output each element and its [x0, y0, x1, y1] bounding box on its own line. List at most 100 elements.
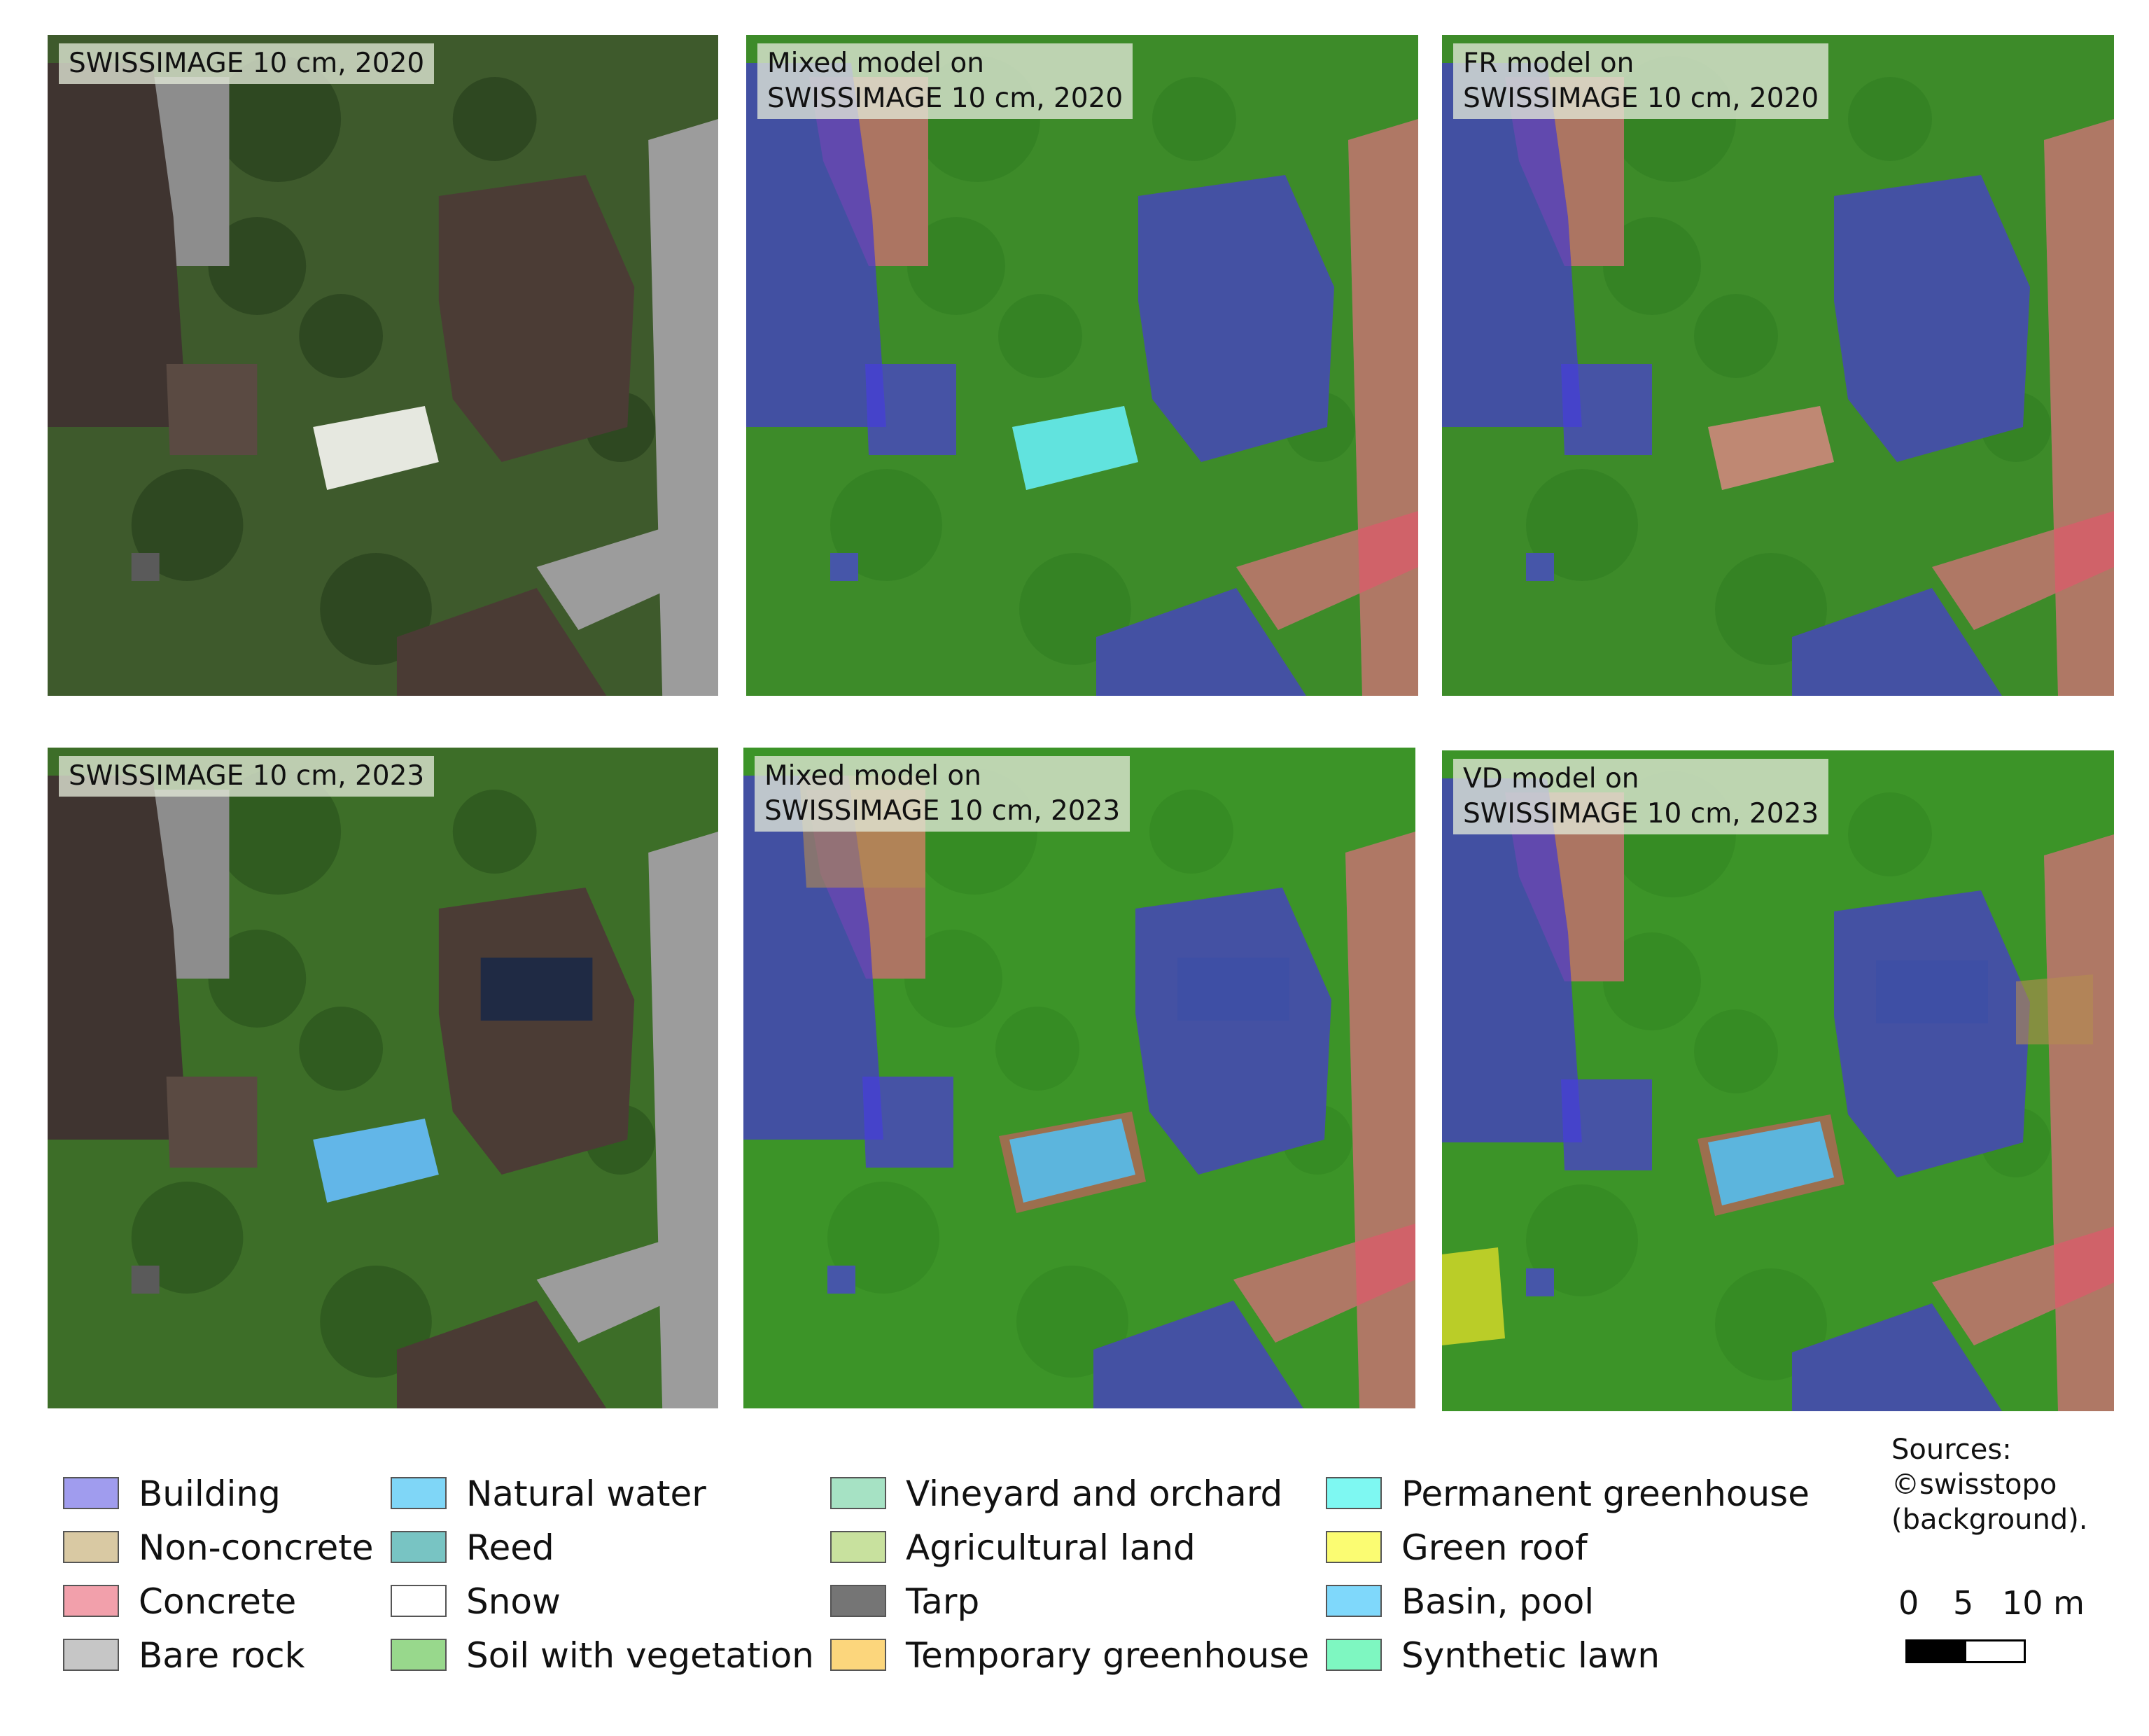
solar-panels [480, 958, 593, 1021]
legend-swatch [830, 1639, 886, 1671]
map-panel-fr-model-2020: FR model on SWISSIMAGE 10 cm, 2020 [1442, 35, 2114, 696]
legend-swatch [391, 1585, 447, 1617]
concrete-overlay [1932, 511, 2114, 630]
panel-title: VD model on SWISSIMAGE 10 cm, 2023 [1453, 759, 1829, 834]
tree-canopy [299, 1007, 383, 1091]
map-panel-mixed-model-2020: Mixed model on SWISSIMAGE 10 cm, 2020 [746, 35, 1418, 696]
scale-bar-graphic [1905, 1639, 2026, 1663]
segmentation-map-mixed-2020 [746, 35, 1418, 696]
panel-title: FR model on SWISSIMAGE 10 cm, 2020 [1453, 43, 1829, 119]
legend-label: Synthetic lawn [1401, 1635, 1660, 1676]
map-panel-mixed-model-2023: Mixed model on SWISSIMAGE 10 cm, 2023 [743, 748, 1415, 1408]
building-overlay [827, 1266, 855, 1294]
panel-title: Mixed model on SWISSIMAGE 10 cm, 2023 [755, 756, 1130, 832]
scale-label-10m: 10 m [2002, 1584, 2085, 1622]
segmentation-map-vd-2023 [1442, 750, 2114, 1411]
pool-cover [313, 406, 439, 490]
legend-label: Green roof [1401, 1527, 1588, 1568]
scale-bar-filled-segment [1907, 1642, 1966, 1661]
legend-swatch [63, 1639, 119, 1671]
panel-title: SWISSIMAGE 10 cm, 2020 [59, 43, 435, 84]
concrete-overlay [1233, 1224, 1415, 1343]
garage-roof [166, 1077, 258, 1168]
swimming-pool [313, 1119, 439, 1203]
scale-bar: 0 5 10 m [1890, 1583, 2100, 1667]
tree-canopy [215, 769, 342, 895]
building-overlay [1138, 175, 1334, 462]
concrete-overlay [1708, 406, 1834, 490]
scale-label-5: 5 [1953, 1584, 1974, 1622]
legend-label: Basin, pool [1401, 1581, 1595, 1622]
legend-label: Reed [466, 1527, 554, 1568]
non-concrete-overlay [2016, 974, 2093, 1044]
house-roof [438, 175, 635, 462]
house-roof [396, 588, 607, 696]
building-overlay [1135, 888, 1331, 1175]
legend-label: Permanent greenhouse [1401, 1474, 1809, 1514]
legend-label: Temporary greenhouse [906, 1635, 1310, 1676]
legend-label: Soil with vegetation [466, 1635, 814, 1676]
map-panel-swissimage-2020: SWISSIMAGE 10 cm, 2020 [48, 35, 718, 696]
house-roof [396, 1301, 607, 1408]
legend-swatch [830, 1585, 886, 1617]
panel-title: Mixed model on SWISSIMAGE 10 cm, 2020 [757, 43, 1133, 119]
segmentation-map-fr-2020 [1442, 35, 2114, 696]
building-overlay [1792, 588, 2002, 696]
building-overlay [1442, 778, 1582, 1142]
building-overlay [830, 553, 858, 581]
map-panel-vd-model-2023: VD model on SWISSIMAGE 10 cm, 2023 [1442, 750, 2114, 1411]
legend-label: Snow [466, 1581, 561, 1622]
building-overlay [1442, 63, 1582, 427]
permanent-greenhouse-overlay [1012, 406, 1138, 490]
building-overlay [1093, 1301, 1303, 1408]
building-overlay [865, 364, 956, 455]
legend-label: Non-concrete [139, 1527, 374, 1568]
building-overlay [1526, 1268, 1554, 1296]
basin-pool-overlay [1009, 1119, 1135, 1203]
aerial-image-2023 [48, 748, 718, 1408]
building-overlay [1834, 175, 2030, 462]
garage-roof [166, 364, 258, 455]
segmentation-map-mixed-2023 [743, 748, 1415, 1408]
house-roof [48, 776, 188, 1140]
building-overlay [1792, 1303, 2002, 1411]
building-overlay [1834, 890, 2030, 1177]
legend-swatch [830, 1477, 886, 1509]
legend-swatch [1326, 1585, 1382, 1617]
tree-canopy [299, 294, 383, 378]
legend-swatch [63, 1585, 119, 1617]
basin-pool-overlay [1708, 1121, 1834, 1205]
legend-label: Vineyard and orchard [906, 1474, 1283, 1514]
legend-swatch [1326, 1639, 1382, 1671]
legend-label: Agricultural land [906, 1527, 1196, 1568]
legend-label: Building [139, 1474, 281, 1514]
legend-swatch [391, 1477, 447, 1509]
aerial-image-2020 [48, 35, 718, 696]
concrete-overlay [1236, 511, 1418, 630]
legend-label: Concrete [139, 1581, 297, 1622]
map-panel-swissimage-2023: SWISSIMAGE 10 cm, 2023 [48, 748, 718, 1408]
building-overlay [1561, 1079, 1652, 1170]
sources-note: Sources: ©swisstopo (background). [1891, 1434, 2088, 1536]
tree-canopy [208, 930, 307, 1028]
shed [131, 1266, 160, 1294]
house-roof [48, 63, 188, 427]
road [536, 511, 718, 630]
legend-label: Tarp [906, 1581, 980, 1622]
legend-swatch [391, 1639, 447, 1671]
tree-canopy [452, 77, 537, 161]
legend-swatch [830, 1531, 886, 1563]
legend-swatch [63, 1477, 119, 1509]
road [536, 1224, 718, 1343]
legend-swatch [1326, 1531, 1382, 1563]
shed [131, 553, 160, 581]
concrete-overlay [1932, 1226, 2114, 1345]
building-overlay [1526, 553, 1554, 581]
legend-label: Bare rock [139, 1635, 305, 1676]
panel-title: SWISSIMAGE 10 cm, 2023 [59, 756, 435, 797]
tree-canopy [215, 56, 342, 182]
legend-swatch [63, 1531, 119, 1563]
scale-label-0: 0 [1898, 1584, 1919, 1622]
legend-label: Natural water [466, 1474, 706, 1514]
legend-swatch [391, 1531, 447, 1563]
